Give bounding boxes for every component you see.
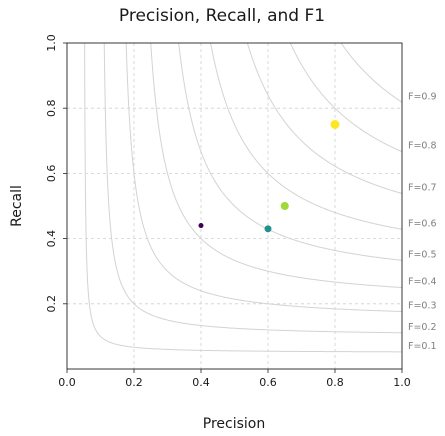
x-axis-label: Precision	[203, 416, 265, 432]
plot-frame	[66, 42, 403, 370]
chart-title: Precision, Recall, and F1	[119, 6, 325, 26]
x-tick-label: 1.0	[393, 376, 411, 389]
x-tick-label: 0.8	[326, 376, 344, 389]
iso-f1-curve	[84, 42, 403, 353]
iso-f1-curve	[340, 42, 403, 103]
iso-f1-curve	[150, 43, 403, 288]
axis-ticks: 0.0 0.2 0.4 0.6 0.8 1.0 0.2 0.4 0.6 0.8 1.0 F=0.1 F=…	[45, 34, 437, 389]
y-tick-label: 1.0	[45, 34, 58, 52]
x-tick-label: 0.4	[192, 376, 210, 389]
data-point	[280, 202, 289, 210]
iso-f1-curve	[289, 42, 403, 153]
data-point	[198, 223, 204, 229]
data-point	[330, 120, 340, 129]
x-tick-label: 0.2	[125, 376, 143, 389]
iso-f1-curve	[125, 43, 403, 312]
iso-f1-label: F=0.9	[408, 91, 437, 102]
iso-f1-label: F=0.7	[408, 182, 437, 193]
y-tick-label: 0.6	[45, 165, 58, 183]
iso-f1-label: F=0.1	[408, 341, 437, 352]
iso-f1-curve	[246, 42, 403, 194]
x-tick-label: 0.6	[259, 376, 277, 389]
y-tick-label: 0.8	[45, 99, 58, 117]
iso-f1-label: F=0.4	[408, 277, 437, 288]
data-point	[264, 225, 272, 233]
grid-lines	[67, 43, 402, 369]
y-tick-label: 0.4	[45, 230, 58, 248]
iso-f1-curve	[103, 42, 403, 334]
data-points	[198, 120, 340, 233]
iso-f1-curve	[178, 42, 403, 261]
iso-f1-curve	[210, 42, 403, 230]
x-tick-label: 0.0	[58, 376, 76, 389]
iso-f1-curves	[84, 42, 403, 353]
iso-f1-label: F=0.5	[408, 249, 437, 260]
y-axis-label: Recall	[9, 185, 25, 227]
iso-f1-label: F=0.3	[408, 300, 437, 311]
iso-f1-label: F=0.6	[408, 218, 437, 229]
iso-f1-label: F=0.8	[408, 141, 437, 152]
iso-f1-label: F=0.2	[408, 322, 437, 333]
y-tick-label: 0.2	[45, 295, 58, 313]
